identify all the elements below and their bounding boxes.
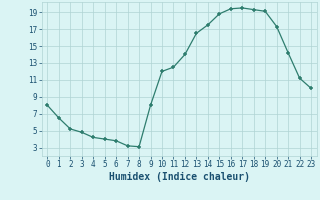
X-axis label: Humidex (Indice chaleur): Humidex (Indice chaleur)	[109, 172, 250, 182]
